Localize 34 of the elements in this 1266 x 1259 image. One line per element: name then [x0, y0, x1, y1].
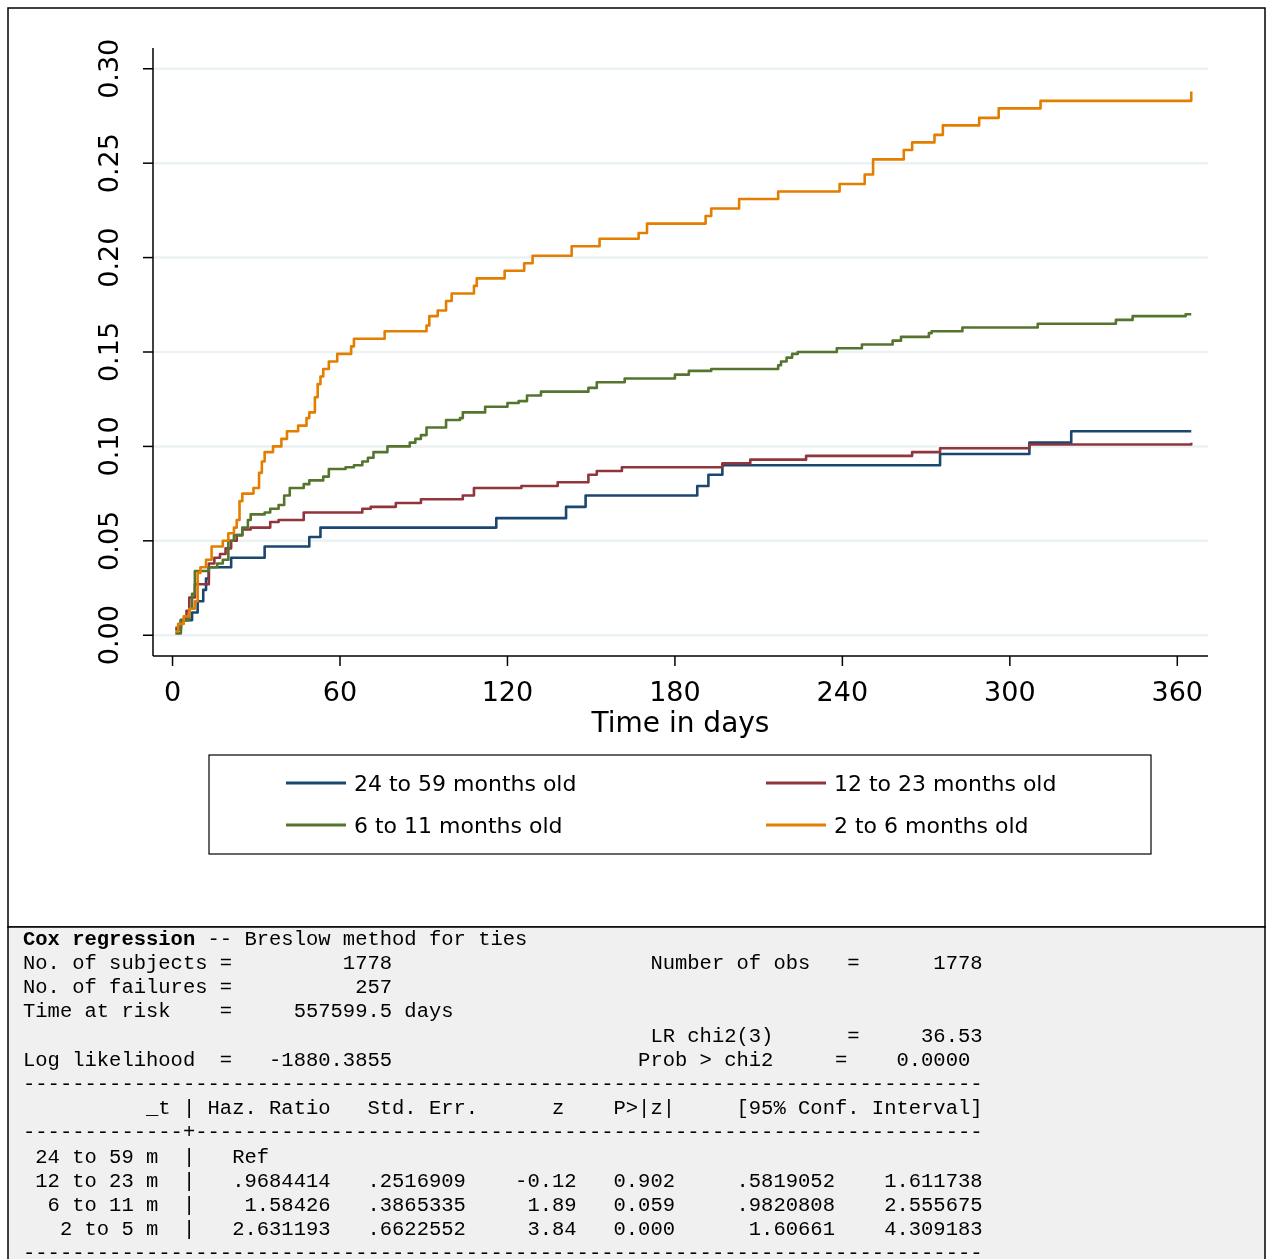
text: No. of failures = 257 — [23, 976, 393, 1000]
text: Cox regression — [23, 928, 196, 951]
x-axis-title: Time in days — [590, 706, 770, 739]
x-tick-label: 60 — [322, 676, 358, 707]
x-tick-label: 360 — [1151, 676, 1204, 707]
y-tick-label: 0.00 — [93, 605, 124, 666]
y-tick-label: 0.05 — [93, 510, 124, 571]
text: Log likelihood = -1880.3855 Prob > chi2 = 0.0000 — [23, 1048, 971, 1072]
text: -- Breslow method for ties — [207, 928, 528, 951]
legend-label: 2 to 6 months old — [834, 813, 1029, 838]
y-tick-label: 0.25 — [93, 133, 124, 194]
legend-label: 6 to 11 months old — [354, 813, 563, 838]
text: -------------+---------------------------------------------------------------- — [23, 1121, 983, 1145]
x-tick-label: 120 — [481, 676, 534, 707]
x-tick-label: 240 — [816, 676, 869, 707]
text: ------------------------------------------------------------------------------ — [23, 1242, 983, 1259]
text: 12 to 23 m | .9684414 .2516909 -0.12 0.902 .5819052 1.611738 — [23, 1169, 983, 1193]
text: 24 to 59 m | Ref — [23, 1145, 270, 1169]
y-tick-label: 0.10 — [93, 416, 124, 477]
text: LR chi2(3) = 36.53 — [23, 1024, 983, 1048]
x-tick-label: 180 — [649, 676, 701, 707]
y-tick-label: 0.30 — [93, 38, 124, 99]
legend-label: 24 to 59 months old — [354, 771, 577, 796]
y-tick-label: 0.15 — [93, 321, 124, 383]
y-tick-label: 0.20 — [93, 227, 124, 288]
text: _t | Haz. Ratio Std. Err. z P>|z| [95% Conf. Interval] — [23, 1097, 983, 1121]
text: ------------------------------------------------------------------------------ — [23, 1073, 983, 1096]
text: No. of subjects = 1778 Number of obs = 1778 — [23, 952, 983, 975]
text: Time at risk = 557599.5 days — [23, 1000, 454, 1024]
text: 2 to 5 m | 2.631193 .6622552 3.84 0.000 1.60661 4.309183 — [23, 1218, 983, 1242]
text: 6 to 11 m | 1.58426 .3865335 1.89 0.059 .9820808 2.555675 — [23, 1194, 983, 1217]
legend-label: 12 to 23 months old — [834, 771, 1057, 796]
x-tick-label: 300 — [984, 676, 1036, 707]
x-tick-label: 0 — [163, 676, 182, 707]
